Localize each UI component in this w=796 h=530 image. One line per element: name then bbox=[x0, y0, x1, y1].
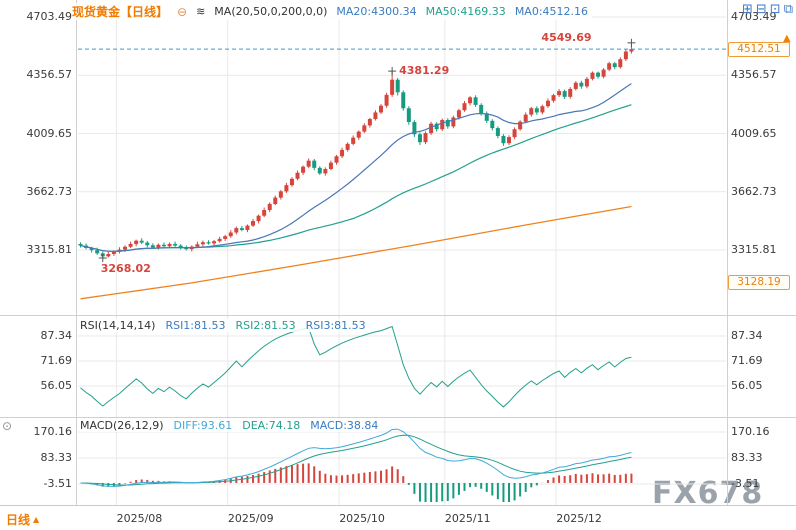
rsi3-value: RSI3:81.53 bbox=[305, 319, 366, 332]
period-label: 日线 bbox=[6, 513, 31, 527]
layout-toolbar: ⊞ ⊟ ⊡ ⧉ bbox=[742, 3, 793, 16]
macd-axis-label: 83.33 bbox=[731, 451, 763, 464]
time-axis-bar: 日线 ▲ 2025/08 2025/09 2025/10 2025/11 2025/12 bbox=[0, 505, 796, 530]
macd-axis-label: 170.16 bbox=[731, 425, 770, 438]
macd-axis-label: 83.33 bbox=[40, 451, 73, 464]
y-axis-label: 3315.81 bbox=[26, 243, 73, 256]
high-price-annotation: 4549.69 bbox=[541, 30, 592, 44]
rsi1-value: RSI1:81.53 bbox=[165, 319, 226, 332]
lower-price-badge: 3128.19 bbox=[728, 274, 790, 290]
macd-title: MACD(26,12,9) bbox=[80, 419, 164, 432]
period-arrow-icon: ▲ bbox=[33, 515, 40, 524]
price-flag-icon[interactable]: ▲ bbox=[783, 33, 791, 44]
rsi2-value: RSI2:81.53 bbox=[235, 319, 296, 332]
x-axis-date-label: 2025/12 bbox=[556, 512, 602, 525]
ma20-value: MA20:4300.34 bbox=[336, 5, 417, 18]
layout-overlay-icon[interactable]: ⧉ bbox=[783, 2, 793, 17]
rsi-axis-label: 87.34 bbox=[731, 329, 763, 342]
y-axis-label: 4703.49 bbox=[26, 10, 73, 23]
y-axis-label: 4703.49 bbox=[731, 10, 777, 23]
rsi-axis-label: 71.69 bbox=[731, 354, 763, 367]
dea-value: DEA:74.18 bbox=[242, 419, 301, 432]
chart-header: 现货黄金【日线】 ⊖ ≋ MA(20,50,0,200,0,0) MA20:43… bbox=[72, 3, 593, 20]
low-price-annotation: 3268.02 bbox=[100, 262, 151, 276]
y-axis-label: 3662.73 bbox=[26, 184, 73, 198]
macd-value: MACD:38.84 bbox=[310, 419, 379, 432]
ma50-value: MA50:4169.33 bbox=[425, 5, 506, 18]
y-axis-label: 4356.57 bbox=[731, 68, 777, 82]
y-axis-label: 3315.81 bbox=[731, 243, 777, 256]
rsi-axis-label: 56.05 bbox=[40, 378, 73, 392]
ma-settings-label: MA(20,50,0,200,0,0) bbox=[214, 5, 328, 18]
diff-value: DIFF:93.61 bbox=[173, 419, 233, 432]
macd-indicator-header: MACD(26,12,9) DIFF:93.61 DEA:74.18 MACD:… bbox=[80, 419, 379, 432]
x-axis-date-label: 2025/11 bbox=[444, 512, 491, 525]
indicator-settings-icon[interactable]: ⊙ bbox=[2, 419, 13, 433]
macd-axis-label: -3.51 bbox=[43, 477, 72, 490]
period-selector[interactable]: 日线 ▲ bbox=[6, 511, 39, 528]
rsi-axis-label: 56.05 bbox=[731, 378, 763, 392]
indicator-icon[interactable]: ≋ bbox=[196, 5, 206, 18]
rsi-axis-label: 71.69 bbox=[40, 354, 73, 367]
y-axis-label: 4009.65 bbox=[731, 126, 777, 140]
rsi-indicator-header: RSI(14,14,14) RSI1:81.53 RSI2:81.53 RSI3… bbox=[80, 319, 366, 332]
peak-price-annotation: 4381.29 bbox=[399, 64, 450, 78]
collapse-icon[interactable]: ⊖ bbox=[177, 4, 188, 19]
y-axis-label: 4009.65 bbox=[26, 126, 73, 140]
macd-axis-label: -3.51 bbox=[731, 477, 760, 490]
symbol-title: 现货黄金【日线】 bbox=[72, 5, 169, 19]
rsi-title: RSI(14,14,14) bbox=[80, 319, 156, 332]
macd-axis-label: 170.16 bbox=[33, 425, 73, 438]
rsi-axis-label: 87.34 bbox=[40, 329, 73, 342]
layout-quad-icon[interactable]: ⊞ bbox=[741, 2, 753, 17]
layout-vertical-icon[interactable]: ⊡ bbox=[769, 2, 781, 17]
last-price-badge: 4512.51 bbox=[728, 42, 790, 58]
y-axis-label: 4356.57 bbox=[26, 68, 73, 82]
ma0-value: MA0:4512.16 bbox=[514, 5, 589, 18]
y-axis-label: 3662.73 bbox=[731, 184, 777, 198]
x-axis-date-label: 2025/09 bbox=[227, 512, 274, 525]
x-axis-date-label: 2025/10 bbox=[339, 512, 385, 525]
layout-horizontal-icon[interactable]: ⊟ bbox=[755, 2, 767, 17]
x-axis-date-label: 2025/08 bbox=[116, 512, 163, 525]
